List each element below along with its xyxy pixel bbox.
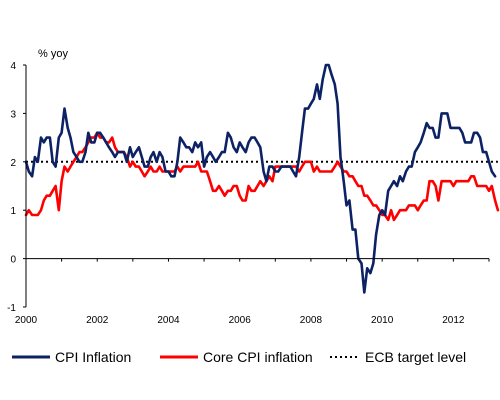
y-tick-label: 0 [10, 255, 16, 266]
x-tick-label: 2002 [86, 315, 109, 326]
x-tick-label: 2006 [229, 315, 252, 326]
series-line-core-cpi-inflation [24, 131, 500, 222]
y-tick-label: 3 [10, 109, 16, 120]
y-tick-label: 1 [10, 206, 16, 217]
series-lines [24, 63, 500, 294]
legend-label: ECB target level [365, 349, 466, 365]
y-tick-label: 2 [10, 158, 16, 169]
x-tick-label: 2000 [15, 315, 38, 326]
y-tick-label: -1 [7, 303, 16, 314]
x-tick-label: 2004 [157, 315, 180, 326]
x-tick-label: 2008 [300, 315, 323, 326]
y-axis-ticks: -1 0 1 2 3 4 [7, 61, 26, 314]
series-line-cpi-inflation [24, 63, 497, 294]
legend: CPI Inflation Core CPI inflation ECB targe… [12, 349, 466, 365]
y-tick-label: 4 [10, 61, 16, 72]
x-tick-label: 2010 [371, 315, 394, 326]
legend-label: CPI Inflation [55, 349, 131, 365]
legend-label: Core CPI inflation [203, 349, 313, 365]
y-axis-unit-label: % yoy [38, 48, 68, 60]
x-axis-ticks: 2000 2002 2004 2006 2008 2010 2012 [15, 258, 490, 326]
x-tick-label: 2012 [442, 315, 465, 326]
